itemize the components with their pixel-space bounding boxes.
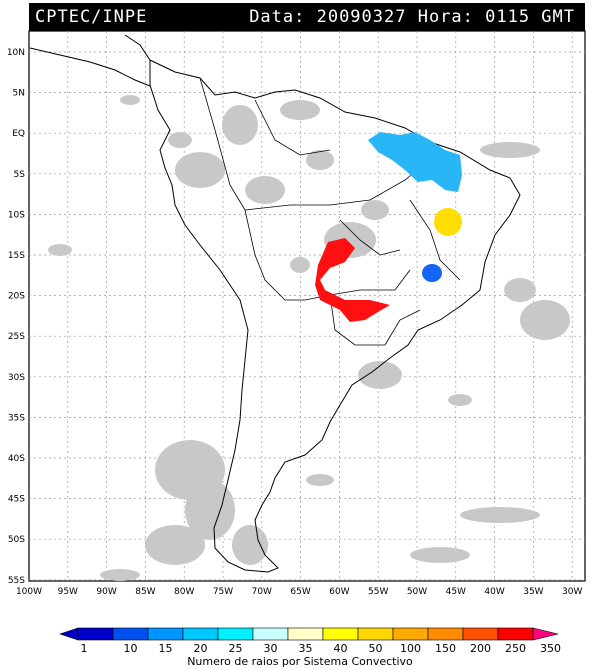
- satellite-map: 10N5NEQ5S10S15S20S25S30S35S40S45S50S55S …: [7, 30, 586, 597]
- date-time-label: Data: 20090327 Hora: 0115 GMT: [249, 7, 575, 27]
- lat-label: 45S: [8, 495, 25, 505]
- legend-arrow-right: [532, 627, 559, 641]
- legend-title: Numero de raios por Sistema Convectivo: [187, 655, 413, 668]
- latitude-labels: 10N 5N EQ 5S 10S 15S 20S 25S 30S 35S 40S 45S 50S 55S: [7, 48, 25, 586]
- lat-label: 40S: [8, 454, 25, 464]
- legend-swatch: [462, 627, 499, 641]
- lat-label: 30S: [8, 373, 25, 383]
- lon-label: 35W: [523, 587, 543, 597]
- legend-colorbar: [59, 627, 559, 641]
- lat-label: 35S: [8, 413, 25, 423]
- legend-value: 10: [124, 642, 138, 655]
- south-america-coastline: [149, 59, 521, 573]
- lon-label: 70W: [252, 587, 272, 597]
- legend-value: 150: [435, 642, 456, 655]
- legend-swatch: [392, 627, 429, 641]
- longitude-labels: 100W 95W 90W 85W 80W 75W 70W 65W 60W 55W 50W 45W 40W…: [16, 587, 583, 597]
- legend-value: 100: [400, 642, 421, 655]
- legend-swatch: [182, 627, 219, 641]
- lat-label: 50S: [8, 535, 25, 545]
- lat-label: 5S: [14, 170, 26, 180]
- legend-swatch: [252, 627, 289, 641]
- legend-swatch: [427, 627, 464, 641]
- legend-swatch: [147, 627, 184, 641]
- system-mato-grosso: [315, 238, 390, 322]
- legend-swatch: [287, 627, 324, 641]
- legend-swatch: [497, 627, 534, 641]
- legend-arrow-left: [59, 627, 79, 641]
- lon-label: 40W: [484, 587, 504, 597]
- lightning-systems: [315, 132, 462, 322]
- legend-value: 20: [194, 642, 208, 655]
- lat-label: 5N: [13, 89, 25, 99]
- legend-value: 50: [369, 642, 383, 655]
- system-bahia-north: [434, 208, 462, 236]
- lat-label: 10S: [8, 210, 25, 220]
- lon-label: 75W: [213, 587, 233, 597]
- lat-label: 20S: [8, 292, 25, 302]
- map-header: CPTEC/INPE Data: 20090327 Hora: 0115 GMT: [29, 3, 585, 31]
- legend-value: 1: [81, 642, 88, 655]
- legend-value: 35: [299, 642, 313, 655]
- lon-label: 65W: [290, 587, 310, 597]
- lon-label: 55W: [368, 587, 388, 597]
- lon-label: 60W: [329, 587, 349, 597]
- legend-swatch: [217, 627, 254, 641]
- lon-label: 80W: [174, 587, 194, 597]
- legend-value: 30: [264, 642, 278, 655]
- cloud-cover: [48, 95, 570, 581]
- legend-swatch: [112, 627, 149, 641]
- lat-label: 25S: [8, 332, 25, 342]
- lon-label: 85W: [135, 587, 155, 597]
- lon-label: 30W: [562, 587, 582, 597]
- legend-value: 200: [470, 642, 491, 655]
- legend-swatch: [77, 627, 114, 641]
- legend-value: 350: [540, 642, 561, 655]
- system-amazonia-east: [368, 132, 462, 192]
- source-label: CPTEC/INPE: [35, 7, 148, 27]
- legend-value: 250: [505, 642, 526, 655]
- legend-value: 15: [159, 642, 173, 655]
- lat-label: 15S: [8, 251, 25, 261]
- system-minas-gerais: [422, 264, 442, 282]
- lon-label: 50W: [407, 587, 427, 597]
- legend-value: 40: [334, 642, 348, 655]
- lon-label: 95W: [58, 587, 78, 597]
- legend-swatch: [322, 627, 359, 641]
- lat-label: EQ: [12, 129, 25, 139]
- lon-label: 100W: [16, 587, 42, 597]
- legend-value-labels: 1 10 15 20 25 30 35 40 50 100 150 200 250 350: [81, 642, 562, 655]
- map-frame: [28, 30, 586, 582]
- lon-label: 45W: [446, 587, 466, 597]
- legend-value: 25: [229, 642, 243, 655]
- central-america-coastline: [29, 34, 151, 87]
- lon-label: 90W: [96, 587, 116, 597]
- country-borders: [199, 77, 461, 346]
- legend-swatch: [357, 627, 394, 641]
- lat-label: 10N: [7, 48, 25, 58]
- lat-label: 55S: [8, 576, 25, 586]
